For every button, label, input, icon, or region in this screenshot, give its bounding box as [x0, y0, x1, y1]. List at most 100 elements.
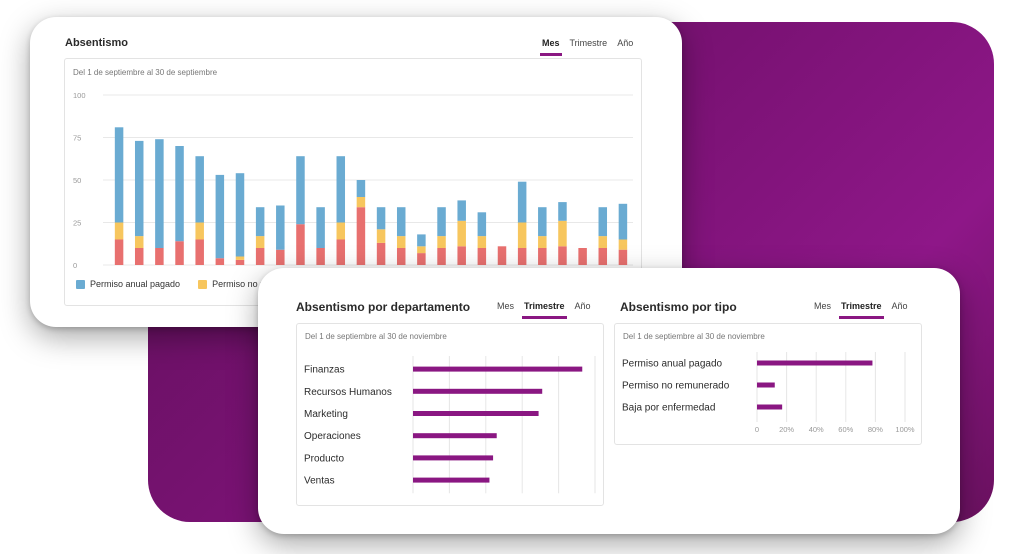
bar-segment	[396, 248, 406, 265]
bar-segment	[356, 207, 366, 265]
bar-segment	[155, 248, 164, 265]
bar-segment	[134, 248, 144, 265]
bar	[413, 411, 539, 416]
y-tick-label: 0	[73, 261, 77, 270]
bar-segment	[396, 236, 406, 248]
bar-segment	[376, 207, 386, 230]
bar-segment	[296, 156, 305, 225]
bar-segment	[477, 248, 487, 265]
bar-segment	[336, 222, 346, 240]
bar-segment	[195, 239, 204, 265]
absentismo-panel: Del 1 de septiembre al 30 de septiembre …	[64, 58, 642, 306]
bar-segment	[538, 248, 547, 265]
bar-segment	[255, 207, 265, 237]
legend-swatch-blue	[76, 279, 85, 289]
departamento-date-range: Del 1 de septiembre al 30 de noviembre	[305, 332, 447, 341]
bar-segment	[195, 222, 204, 240]
bar-segment	[356, 180, 366, 197]
bar-segment	[195, 156, 204, 223]
bar-segment	[477, 236, 487, 248]
bar-segment	[457, 220, 466, 247]
bar-segment	[396, 207, 406, 237]
bar-segment	[336, 156, 346, 223]
departamento-tabs: Mes Trimestre Año	[492, 301, 596, 319]
absentismo-tabs: Mes Trimestre Año	[537, 38, 638, 56]
x-tick-label: 0	[755, 425, 759, 434]
bar-segment	[538, 207, 547, 237]
bar-segment	[134, 236, 144, 248]
y-tick-label: 50	[73, 176, 81, 185]
legend-label: Permiso no re	[212, 279, 269, 289]
bar-segment	[618, 203, 628, 240]
absentismo-date-range: Del 1 de septiembre al 30 de septiembre	[73, 68, 218, 77]
bar-segment	[336, 239, 346, 265]
y-tick-label: 75	[73, 134, 81, 143]
bar-segment	[235, 259, 245, 265]
tab-mes[interactable]: Mes	[537, 38, 565, 56]
bar-segment	[155, 139, 164, 248]
bar-segment	[417, 234, 426, 247]
tipo-panel: Del 1 de septiembre al 30 de noviembre 0…	[614, 323, 922, 445]
category-label: Marketing	[304, 409, 348, 420]
bar-segment	[558, 220, 567, 247]
bar	[413, 433, 497, 439]
bar	[413, 366, 583, 372]
bar-segment	[598, 236, 608, 248]
bar-segment	[457, 200, 466, 221]
bar	[757, 404, 783, 410]
bar-segment	[517, 181, 527, 223]
bar-segment	[114, 127, 124, 223]
tab-ano[interactable]: Año	[891, 301, 908, 311]
bar-segment	[114, 239, 124, 265]
bar	[413, 388, 543, 394]
bar-segment	[316, 207, 325, 248]
category-label: Recursos Humanos	[304, 387, 392, 398]
bar-segment	[255, 248, 265, 265]
tipo-bar-chart: 0 20% 40% 60% 80% 100% Permiso anual pagado Per…	[622, 352, 915, 434]
category-label: Baja por enfermedad	[622, 403, 715, 414]
departamento-panel: Del 1 de septiembre al 30 de noviembre F…	[296, 323, 604, 506]
y-tick-label: 25	[73, 219, 81, 228]
departamento-bar-chart: Finanzas Recursos Humanos Marketing Operaci…	[304, 356, 596, 494]
bar	[757, 382, 775, 388]
tab-ano[interactable]: Año	[617, 38, 634, 48]
bar-segment	[417, 253, 426, 265]
tab-trimestre[interactable]: Trimestre	[519, 301, 570, 319]
x-tick-label: 20%	[779, 425, 794, 434]
x-tick-label: 60%	[838, 425, 853, 434]
bar-segment	[175, 146, 184, 242]
bar-segment	[538, 236, 547, 248]
bar-segment	[215, 174, 225, 259]
category-label: Ventas	[304, 476, 335, 487]
tab-trimestre[interactable]: Trimestre	[569, 38, 608, 48]
bar-segment	[316, 248, 325, 265]
legend-swatch-yellow	[198, 279, 208, 289]
tipo-title: Absentismo por tipo	[620, 300, 737, 314]
bar-segment	[618, 249, 628, 265]
x-tick-label: 40%	[809, 425, 824, 434]
tab-trimestre[interactable]: Trimestre	[836, 301, 887, 319]
absentismo-card: Absentismo Mes Trimestre Año Del 1 de se…	[30, 17, 682, 327]
bar-segment	[376, 242, 386, 265]
departamento-title: Absentismo por departamento	[296, 300, 471, 314]
tab-mes[interactable]: Mes	[814, 301, 832, 311]
bar-segment	[457, 246, 466, 265]
bar-segment	[175, 241, 184, 265]
x-tick-label: 100%	[895, 425, 915, 434]
bar-segment	[497, 246, 507, 265]
bar-segment	[276, 249, 285, 265]
bar-segment	[598, 248, 608, 265]
bar-segment	[517, 248, 527, 265]
bar-segment	[558, 202, 567, 221]
tab-ano[interactable]: Año	[574, 301, 591, 311]
legend-label: Permiso anual pagado	[90, 279, 181, 289]
category-label: Operaciones	[304, 431, 361, 442]
absentismo-stacked-bar-chart: 100 75 50 25 0	[73, 91, 633, 270]
tab-mes[interactable]: Mes	[497, 301, 515, 311]
bar-segment	[235, 256, 245, 260]
bar-segment	[235, 173, 245, 257]
tipo-tabs: Mes Trimestre Año	[809, 301, 913, 319]
category-label: Producto	[304, 453, 344, 464]
bar-segment	[417, 246, 426, 254]
bar-segment	[376, 229, 386, 243]
